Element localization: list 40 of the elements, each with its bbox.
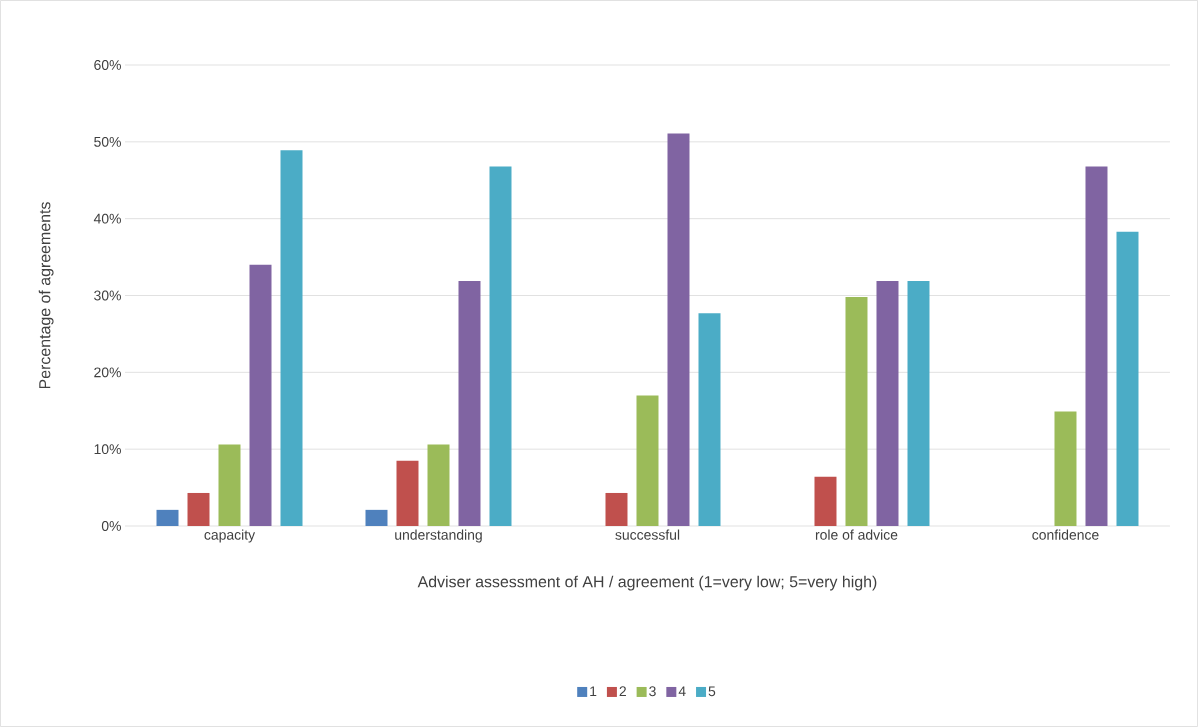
- bar: [427, 444, 450, 526]
- legend-label: 1: [590, 686, 597, 697]
- bar: [280, 150, 303, 526]
- x-tick-label: capacity: [204, 529, 256, 543]
- bar: [458, 280, 481, 526]
- bar: [698, 313, 721, 526]
- y-axis-title: Percentage of agreements: [38, 202, 54, 389]
- bar: [1054, 411, 1077, 526]
- bar: [187, 492, 210, 526]
- bar: [907, 280, 930, 526]
- bar: [845, 297, 868, 526]
- bar: [1116, 231, 1139, 526]
- bar: [1085, 166, 1108, 526]
- bar: [814, 476, 837, 526]
- y-tick-label: 60%: [94, 60, 121, 70]
- bar: [218, 444, 241, 526]
- x-axis-title: Adviser assessment of AH / agreement (1=very low; 5=very high): [417, 575, 877, 591]
- bar: [667, 133, 690, 526]
- bar: [156, 509, 179, 526]
- bar: [876, 280, 899, 526]
- y-tick-label: 50%: [94, 136, 121, 147]
- y-tick-label: 10%: [94, 444, 121, 455]
- y-tick-label: 40%: [93, 213, 121, 224]
- y-tick-label: 0%: [101, 521, 121, 531]
- legend-label: 4: [678, 686, 686, 697]
- bar: [489, 166, 512, 526]
- x-tick-label: role of advice: [815, 529, 898, 540]
- legend-label: 5: [708, 686, 716, 697]
- x-tick-label: understanding: [395, 529, 482, 543]
- y-tick-label: 30%: [94, 290, 121, 301]
- x-tick-label: confidence: [1032, 529, 1099, 540]
- bar: [249, 264, 272, 526]
- bar: [605, 492, 628, 526]
- y-tick-label: 20%: [94, 367, 121, 378]
- bar: [365, 509, 388, 526]
- bar: [636, 395, 659, 526]
- x-tick-label: successful: [615, 529, 680, 540]
- legend-label: 3: [649, 686, 656, 697]
- legend-label: 2: [619, 686, 626, 697]
- bar: [396, 460, 419, 526]
